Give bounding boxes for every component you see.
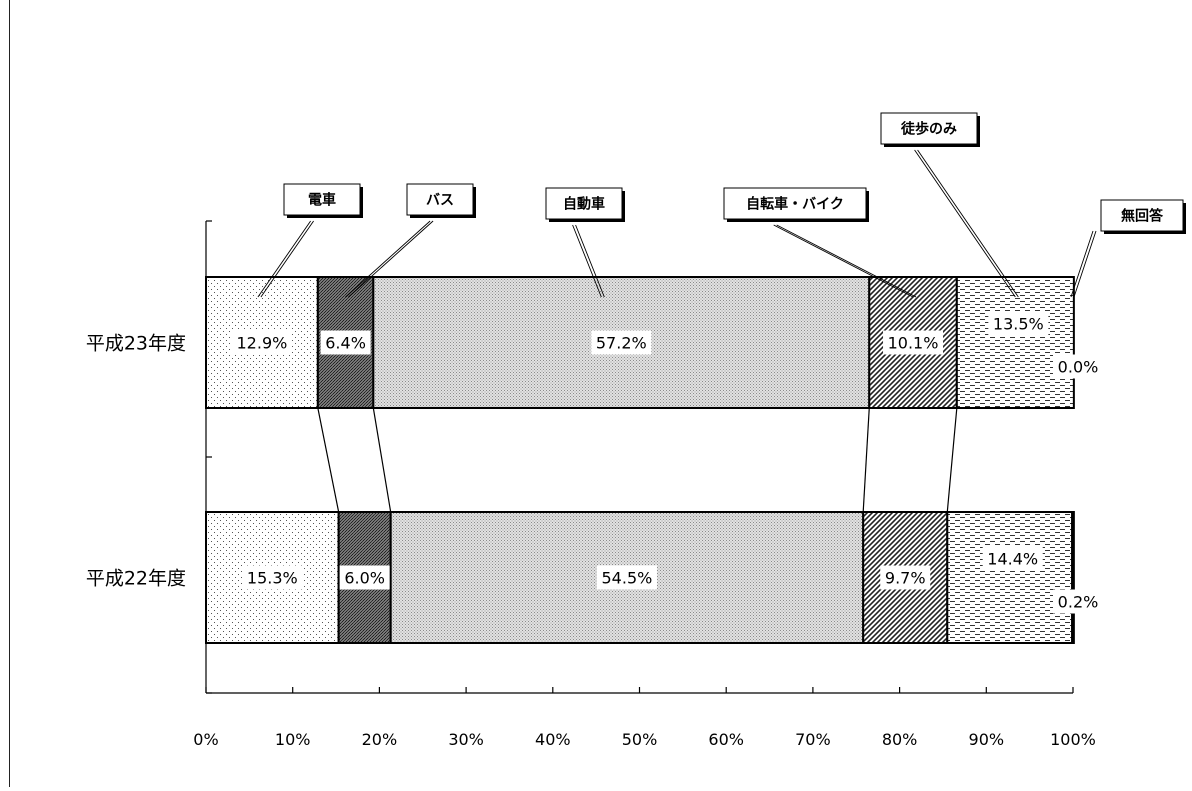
- legend-box: [545, 187, 623, 220]
- legend-leader-line: [1070, 230, 1097, 298]
- legend-box: [1100, 199, 1184, 232]
- legend-leader-line: [572, 224, 605, 298]
- legend-label: バス: [426, 193, 454, 209]
- bar-segment: [955, 276, 1075, 409]
- value-labels: 12.9% 6.4% 57.2% 10.1% 13.5% 0.0% 15.3% 6.0% 54.…: [231, 311, 1103, 614]
- series-connector-line: [946, 407, 958, 513]
- x-tick-label: 30%: [448, 730, 484, 749]
- value-label-box: [242, 565, 303, 590]
- value-label-box: [1053, 354, 1103, 379]
- legend-box: [723, 187, 867, 220]
- value-label: 0.0%: [1058, 358, 1099, 377]
- legend-label: 自転車・バイク: [746, 196, 844, 213]
- x-tick-label: 50%: [622, 730, 658, 749]
- value-label: 6.4%: [325, 334, 366, 353]
- value-label-box: [1053, 589, 1103, 614]
- value-label: 0.2%: [1058, 593, 1099, 612]
- x-tick-label: 100%: [1050, 730, 1096, 749]
- value-label-box: [988, 311, 1049, 336]
- value-label-box: [883, 330, 944, 355]
- series-connector-line: [372, 407, 392, 513]
- x-tick-label: 0%: [193, 730, 218, 749]
- value-label: 57.2%: [596, 334, 647, 353]
- bar-segment: [1071, 511, 1075, 644]
- legend-box: [880, 112, 978, 145]
- value-label: 6.0%: [344, 569, 385, 588]
- value-label-box: [982, 546, 1043, 571]
- value-label: 15.3%: [247, 569, 298, 588]
- value-label-box: [591, 330, 652, 355]
- bar-segment: [946, 511, 1074, 644]
- x-tick-label: 10%: [275, 730, 311, 749]
- legend-leader-line: [773, 224, 917, 298]
- legend-label: 無回答: [1121, 208, 1164, 225]
- legend-leader-line: [257, 220, 314, 298]
- x-tick-label: 70%: [795, 730, 831, 749]
- value-label: 13.5%: [993, 315, 1044, 334]
- legend-label: 自動車: [563, 196, 605, 213]
- series-connector-line: [317, 407, 340, 513]
- x-tick-label: 80%: [882, 730, 918, 749]
- x-tick-label: 20%: [362, 730, 398, 749]
- value-label: 14.4%: [987, 550, 1038, 569]
- value-label: 12.9%: [237, 334, 288, 353]
- value-label-box: [880, 565, 931, 590]
- series-connector-line: [862, 407, 870, 513]
- value-label: 10.1%: [888, 334, 939, 353]
- value-label-box: [339, 565, 390, 590]
- legend-leader-line: [914, 149, 1019, 298]
- value-label: 54.5%: [602, 569, 653, 588]
- legend-box: [283, 183, 361, 216]
- legend-label: 徒歩のみ: [900, 121, 957, 138]
- x-tick-label: 60%: [708, 730, 744, 749]
- value-label: 9.7%: [885, 569, 926, 588]
- value-label-box: [320, 330, 371, 355]
- value-label-box: [231, 330, 292, 355]
- legend-label: 電車: [308, 192, 336, 209]
- series-connector-lines: [317, 407, 958, 513]
- category-label: 平成23年度: [86, 333, 186, 355]
- legend-box: [406, 183, 474, 216]
- x-tick-label: 40%: [535, 730, 571, 749]
- value-label-box: [596, 565, 657, 590]
- legend-leader-line: [345, 220, 434, 298]
- category-label: 平成22年度: [86, 568, 186, 590]
- x-tick-label: 90%: [969, 730, 1005, 749]
